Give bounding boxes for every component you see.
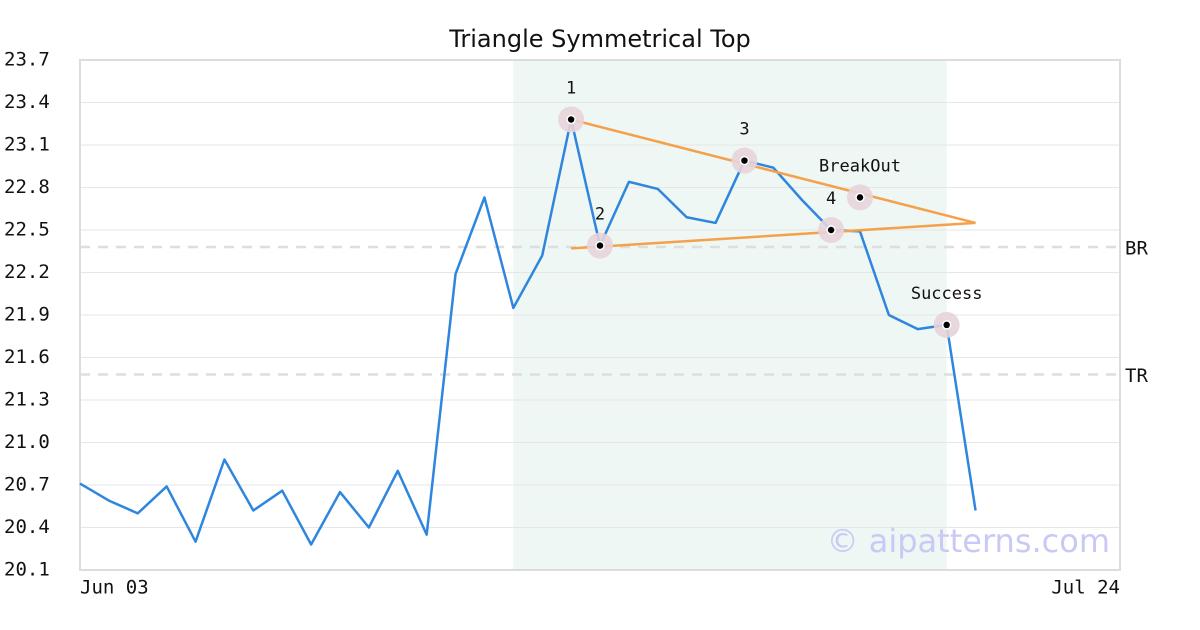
marker-label: 4 [826, 189, 836, 209]
marker-dot [566, 114, 576, 125]
watermark: © aipatterns.com [827, 522, 1110, 560]
level-label: BR [1125, 238, 1148, 260]
marker-label: 2 [595, 205, 605, 225]
y-tick-label: 20.1 [4, 559, 50, 581]
marker-label: 3 [739, 120, 749, 140]
x-tick-label: Jul 24 [1051, 577, 1120, 599]
marker-label: 1 [566, 79, 576, 99]
y-tick-label: 23.4 [4, 91, 50, 113]
marker-label: Success [911, 284, 983, 304]
y-tick-label: 21.6 [4, 346, 50, 368]
level-label: TR [1125, 365, 1148, 387]
y-tick-label: 22.8 [4, 176, 50, 198]
y-tick-label: 21.9 [4, 304, 50, 326]
plot-frame [79, 59, 1121, 571]
marker-dot [739, 155, 750, 166]
y-tick-label: 21.0 [4, 431, 50, 453]
x-tick-label: Jun 03 [80, 577, 149, 599]
y-tick-label: 22.5 [4, 219, 50, 241]
y-tick-label: 21.3 [4, 389, 50, 411]
marker-label: BreakOut [819, 156, 901, 176]
chart-title: Triangle Symmetrical Top [448, 25, 751, 53]
y-tick-label: 20.4 [4, 516, 50, 538]
y-tick-label: 23.1 [4, 134, 50, 156]
marker-dot [595, 240, 605, 251]
y-tick-label: 23.7 [4, 49, 50, 71]
marker-dot [855, 192, 865, 203]
marker-dot [826, 225, 836, 235]
trend-line [571, 221, 976, 250]
trend-line [570, 118, 976, 225]
marker-dot [941, 320, 952, 330]
y-tick-label: 20.7 [4, 474, 50, 496]
y-tick-label: 22.2 [4, 261, 50, 283]
